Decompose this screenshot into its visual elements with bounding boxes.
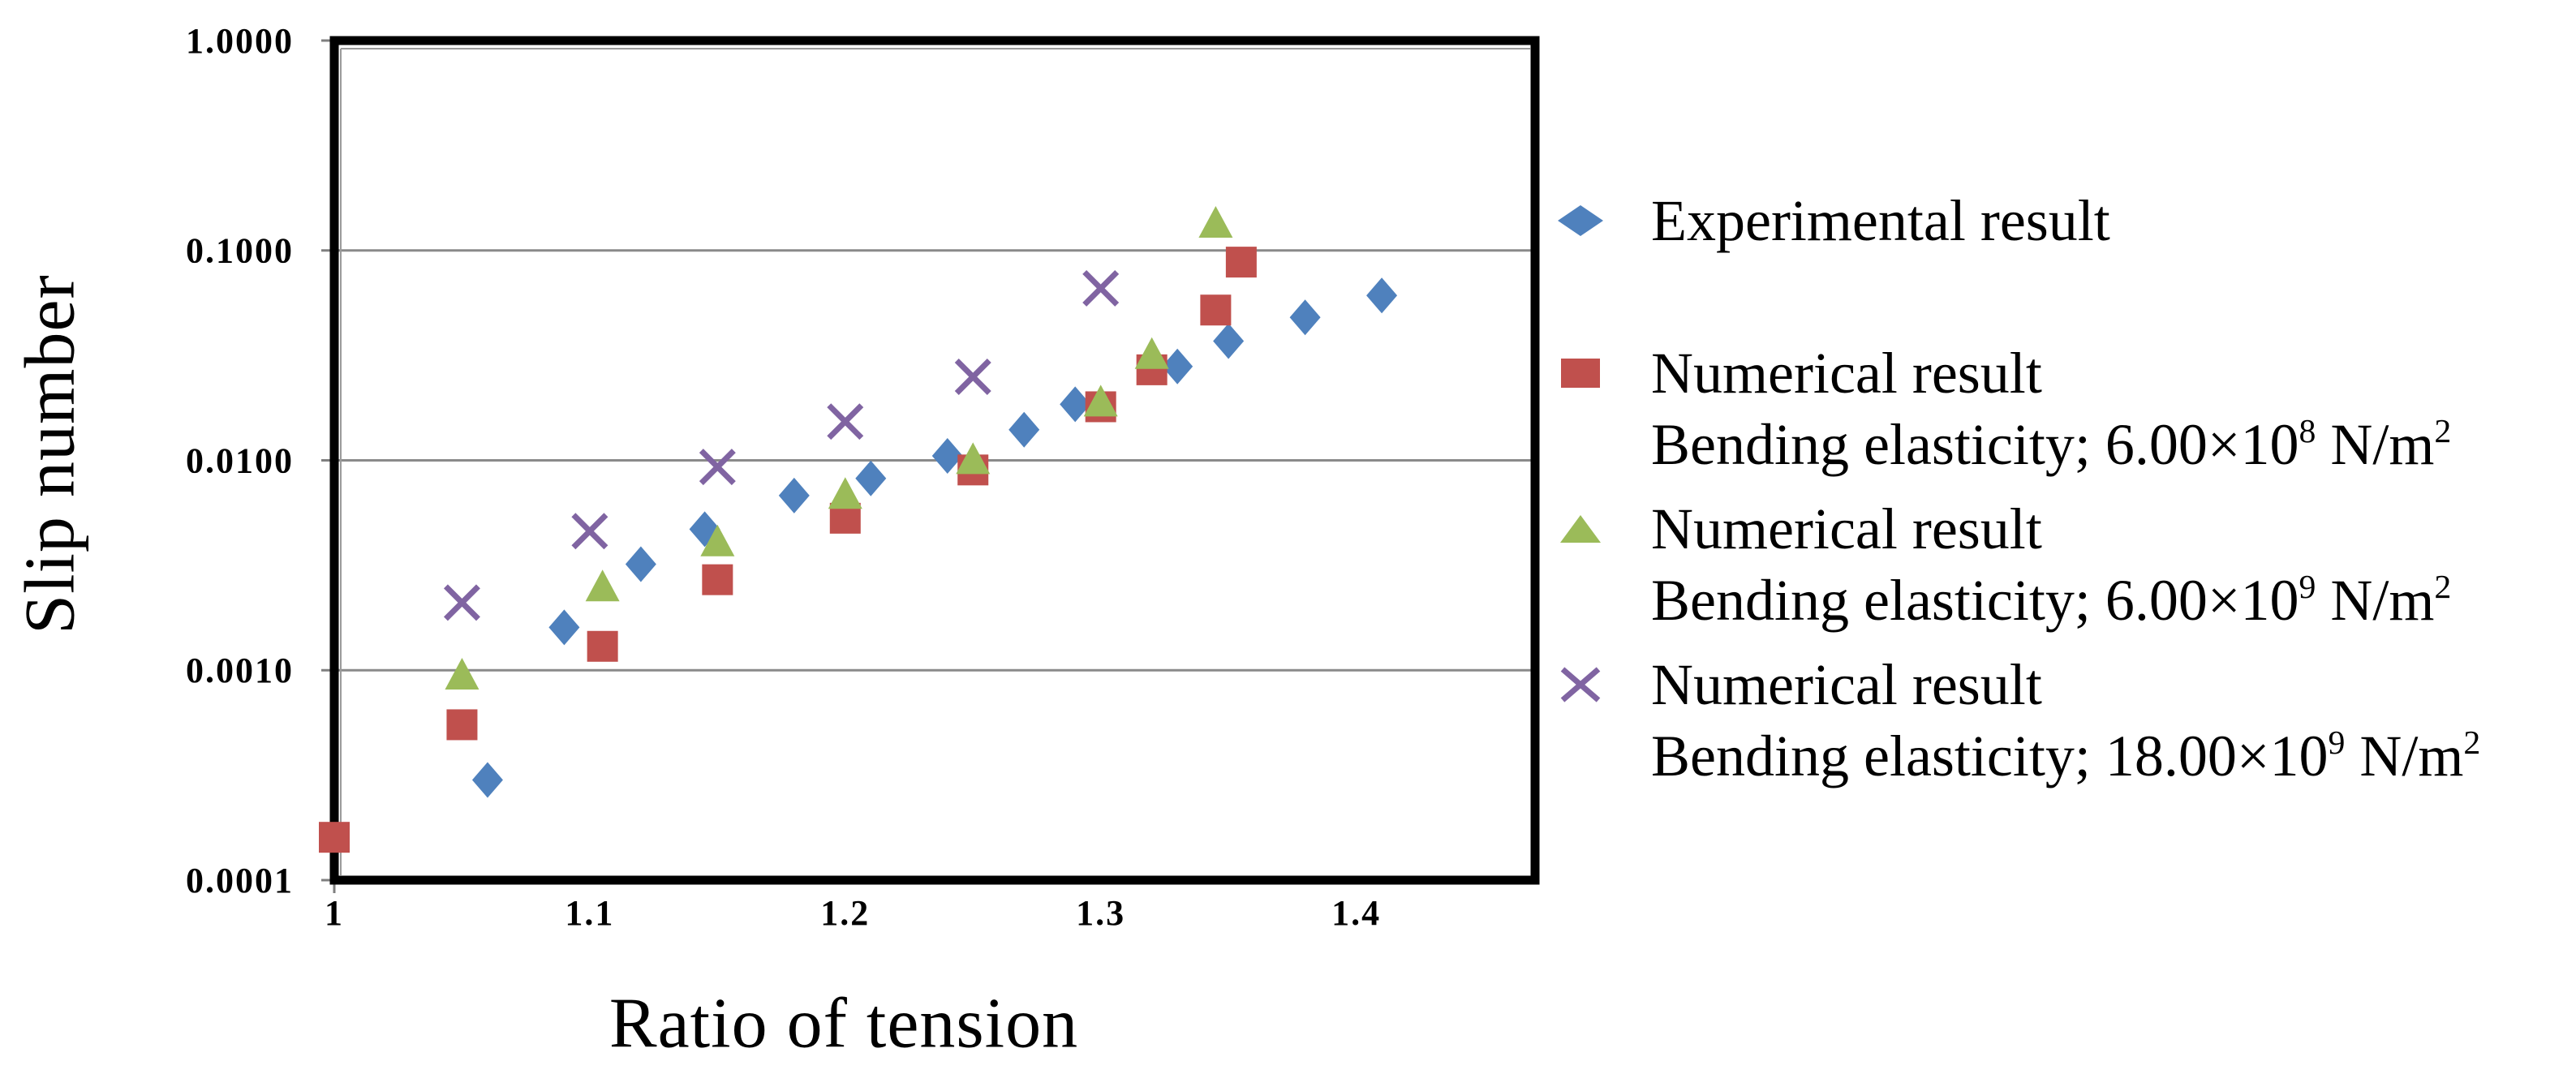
x-tick-label: 1.2 — [820, 893, 870, 933]
data-point-6e8 — [587, 630, 618, 662]
x-tick-label: 1 — [325, 893, 344, 933]
legend-label: Numerical result — [1651, 652, 2042, 717]
data-point-experimental — [855, 460, 887, 496]
data-point-experimental — [1060, 386, 1091, 423]
data-point-18e9 — [571, 513, 609, 550]
data-point-experimental — [931, 438, 963, 475]
data-point-6e8 — [446, 709, 478, 741]
data-point-6e9 — [1134, 337, 1169, 369]
legend-sublabel: Bending elasticity; 6.00×108 N/m2 — [1651, 412, 2452, 477]
data-point-6e9 — [828, 477, 862, 509]
data-point-6e8 — [319, 822, 350, 853]
x-marker-icon — [1560, 667, 1601, 702]
x-tick-label: 1.1 — [565, 893, 614, 933]
data-point-experimental — [471, 762, 503, 798]
x-axis-title: Ratio of tension — [609, 984, 1079, 1063]
data-point-experimental — [1289, 299, 1321, 336]
legend-sublabel: Bending elasticity; 6.00×109 N/m2 — [1651, 568, 2452, 633]
diamond-marker-icon — [1558, 205, 1603, 236]
data-point-6e9 — [1198, 206, 1233, 238]
data-point-6e8 — [1225, 247, 1257, 278]
data-point-experimental — [1008, 411, 1040, 448]
x-tick-label: 1.4 — [1331, 893, 1381, 933]
square-marker-icon — [1561, 359, 1600, 388]
data-point-6e9 — [445, 658, 480, 690]
triangle-marker-icon — [1560, 515, 1601, 543]
data-point-18e9 — [827, 403, 864, 440]
data-point-18e9 — [443, 584, 480, 621]
data-point-18e9 — [1082, 269, 1120, 307]
legend-label: Numerical result — [1651, 496, 2042, 561]
data-point-experimental — [778, 477, 810, 513]
data-point-experimental — [1213, 323, 1245, 359]
y-axis-title: Slip number — [11, 274, 90, 634]
data-point-6e8 — [702, 564, 733, 595]
y-tick-label: 0.0100 — [186, 440, 294, 480]
legend-label: Numerical result — [1651, 341, 2042, 406]
data-point-6e9 — [585, 569, 620, 602]
data-point-6e9 — [1083, 385, 1118, 417]
y-tick-label: 0.1000 — [186, 231, 294, 271]
data-point-6e8 — [1200, 294, 1232, 326]
legend: Experimental result Numerical result Ben… — [1555, 0, 2576, 1087]
legend-label: Experimental result — [1651, 188, 2110, 253]
data-point-experimental — [625, 546, 656, 582]
data-point-18e9 — [954, 359, 991, 396]
data-point-6e9 — [956, 442, 991, 475]
data-point-6e9 — [700, 524, 735, 556]
legend-sublabel: Bending elasticity; 18.00×109 N/m2 — [1651, 724, 2481, 788]
y-tick-label: 0.0010 — [186, 651, 294, 690]
plot-frame — [329, 36, 1540, 885]
data-point-experimental — [1162, 348, 1193, 385]
y-tick-label: 1.0000 — [186, 21, 294, 61]
y-tick-label: 0.0001 — [186, 861, 294, 900]
data-point-experimental — [548, 609, 580, 646]
x-tick-label: 1.3 — [1076, 893, 1125, 933]
data-point-experimental — [1366, 277, 1398, 314]
data-point-18e9 — [699, 449, 736, 486]
